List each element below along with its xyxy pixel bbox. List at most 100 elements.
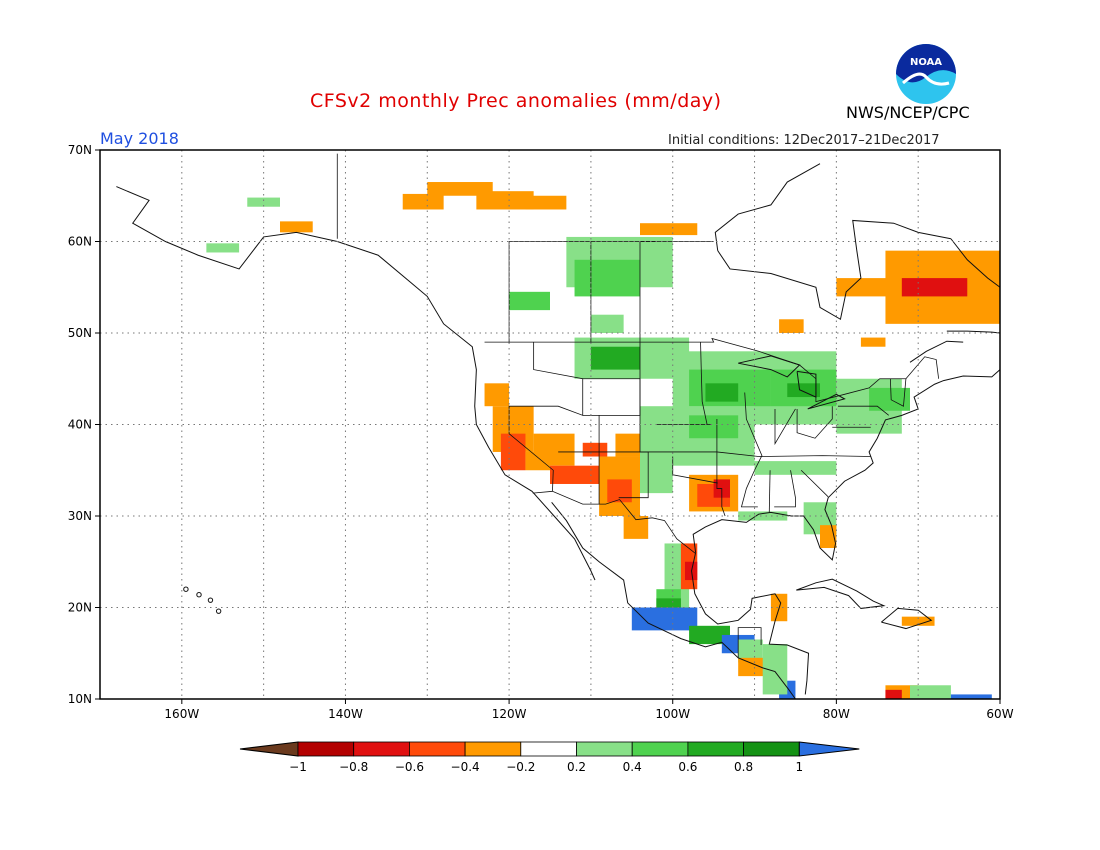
anomaly-patch	[689, 474, 739, 512]
lat-tick-label: 30N	[68, 509, 92, 523]
political-border	[768, 470, 771, 513]
anomaly-patch	[525, 195, 567, 210]
anomaly-patch	[869, 387, 910, 411]
anomaly-patch	[484, 383, 510, 407]
lat-tick-label: 50N	[68, 326, 92, 340]
coastline	[796, 578, 886, 609]
anomaly-patch	[836, 378, 902, 434]
colorbar-label: −1	[289, 760, 307, 774]
lon-tick-label: 120W	[492, 707, 527, 721]
colorbar-label: 0.4	[623, 760, 642, 774]
political-border	[838, 405, 889, 416]
anomaly-patch	[607, 479, 632, 503]
anomaly-patch	[762, 644, 788, 695]
anomaly-patch	[566, 236, 673, 288]
anomaly-patch	[247, 197, 280, 207]
political-border	[484, 337, 940, 403]
anomaly-patch	[476, 191, 534, 210]
lat-tick-label: 60N	[68, 235, 92, 249]
coastline	[909, 340, 964, 363]
anomaly-patch	[280, 221, 313, 233]
anomaly-patch	[599, 456, 640, 516]
political-border	[558, 451, 871, 457]
anomaly-patch	[689, 415, 739, 439]
colorbar-label: 0.6	[678, 760, 697, 774]
colorbar-label: −0.2	[506, 760, 535, 774]
political-border	[582, 378, 641, 416]
anomaly-patch	[640, 461, 673, 494]
coastline	[738, 355, 801, 378]
colorbar-label: 0.2	[567, 760, 586, 774]
coastline	[116, 186, 596, 581]
colorbar: −1 −0.8 −0.6 −0.4 −0.2 0.2 0.4 0.6 0.8 1	[239, 741, 860, 774]
anomaly-patch	[615, 433, 640, 457]
lon-tick-label: 140W	[328, 707, 363, 721]
political-border	[774, 470, 796, 508]
colorbar-segment	[743, 741, 800, 757]
hawaii-island	[207, 597, 214, 603]
coastline	[807, 393, 846, 410]
coastline	[691, 552, 810, 695]
lat-tick-label: 70N	[68, 143, 92, 157]
anomaly-patch	[402, 193, 444, 210]
coastline	[692, 369, 1001, 561]
colorbar-segment	[353, 741, 410, 757]
colorbar-segment	[520, 741, 577, 757]
colorbar-label: 0.8	[734, 760, 753, 774]
anomaly-patch	[836, 278, 919, 297]
lat-lon-grid	[100, 150, 1000, 699]
coastline	[946, 330, 1001, 334]
anomaly-patch	[582, 442, 608, 457]
agency-label: NWS/NCEP/CPC	[846, 103, 970, 122]
coastline	[717, 219, 952, 321]
anomaly-patch	[885, 689, 902, 699]
anomaly-patch	[206, 243, 240, 253]
anomaly-patch	[779, 319, 804, 333]
anomaly-patch	[680, 543, 698, 590]
political-border	[796, 406, 833, 439]
anomaly-patch	[631, 607, 698, 631]
hawaii-island	[215, 608, 222, 614]
coastline	[796, 370, 817, 398]
anomaly-patch	[901, 616, 935, 626]
anomaly-patch	[689, 369, 771, 407]
anomaly-patch	[820, 525, 837, 549]
anomaly-patch	[656, 598, 681, 617]
axis-ticks: 10N 20N 30N 40N 50N 60N 70N 160W 140W 120W 100W 80W…	[68, 143, 1014, 721]
anomaly-patch	[738, 639, 763, 663]
political-border	[672, 456, 718, 484]
month-label: May 2018	[100, 129, 179, 148]
colorbar-label: −0.4	[451, 760, 480, 774]
initial-conditions-label: Initial conditions: 12Dec2017–21Dec2017	[668, 133, 940, 148]
colorbar-label: −0.8	[339, 760, 368, 774]
anomaly-patch	[574, 337, 690, 379]
anomaly-layer	[206, 182, 1000, 699]
hawaii-island	[196, 591, 202, 598]
lon-tick-label: 100W	[655, 707, 690, 721]
political-border	[737, 627, 762, 658]
colorbar-segment	[297, 741, 355, 757]
map-frame	[99, 149, 1001, 700]
hawaii-island	[183, 586, 189, 592]
anomaly-patch	[427, 182, 493, 196]
lon-tick-label: 160W	[164, 707, 199, 721]
anomaly-patch	[550, 465, 600, 484]
coastlines	[116, 153, 1001, 700]
anomaly-patch	[705, 383, 739, 402]
colorbar-segment	[464, 741, 522, 757]
anomaly-patch	[640, 406, 755, 466]
anomaly-patch	[590, 346, 640, 370]
colorbar-label: 1	[795, 760, 803, 774]
anomaly-patch	[910, 685, 951, 699]
anomaly-patch	[901, 278, 968, 297]
political-border	[639, 241, 657, 343]
coastline	[714, 163, 821, 251]
political-border	[700, 342, 708, 425]
logo-text: NOAA	[910, 57, 942, 68]
anomaly-patch	[754, 461, 837, 475]
colorbar-high-arrow	[798, 741, 860, 757]
colorbar-segment	[631, 741, 689, 757]
political-border	[618, 342, 649, 499]
political-border	[774, 408, 796, 446]
